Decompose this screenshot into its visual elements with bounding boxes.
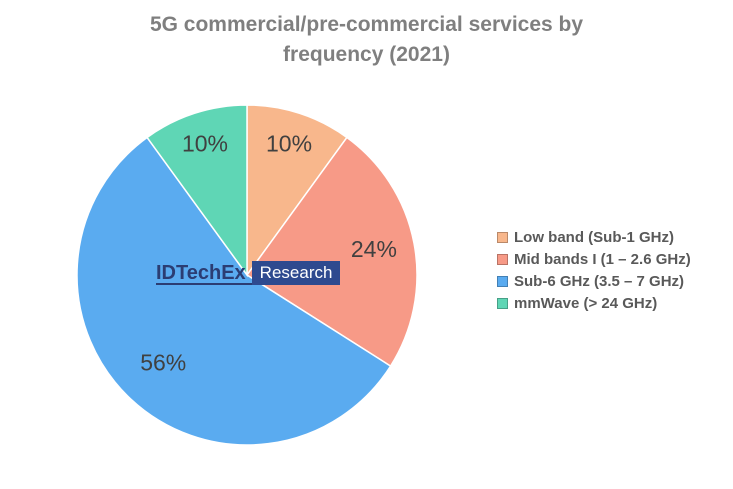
legend-item-sub-6ghz: Sub-6 GHz (3.5 – 7 GHz): [497, 270, 691, 292]
legend-swatch-mid-bands: [497, 253, 508, 265]
chart-title-line-2: frequency (2021): [283, 43, 450, 66]
chart-title: 5G commercial/pre-commercial services by…: [0, 10, 733, 70]
legend-swatch-low-band: [497, 231, 508, 243]
slice-label-sub-6ghz: 56%: [140, 349, 186, 375]
idtechex-watermark: IDTechEx Research: [156, 261, 341, 285]
legend-label-low-band: Low band (Sub-1 GHz): [514, 228, 674, 246]
legend-item-mid-bands: Mid bands I (1 – 2.6 GHz): [497, 248, 691, 270]
pie-slice-sub-6ghz: [76, 136, 392, 446]
legend-item-mmwave: mmWave (> 24 GHz): [497, 292, 691, 314]
legend-label-mmwave: mmWave (> 24 GHz): [514, 294, 658, 312]
slice-label-mmwave: 10%: [182, 131, 228, 157]
legend-item-low-band: Low band (Sub-1 GHz): [497, 226, 691, 248]
legend-swatch-mmwave: [497, 297, 508, 309]
chart-title-line-1: 5G commercial/pre-commercial services by: [149, 13, 584, 36]
pie-slice-low-band: [246, 104, 348, 278]
watermark-brand: IDTechEx: [156, 261, 252, 285]
pie-slice-mmwave: [146, 104, 248, 278]
slice-label-mid-bands: 24%: [351, 236, 397, 262]
watermark-research-label: Research: [251, 261, 341, 285]
pie-slice-mid-bands: [245, 136, 418, 368]
legend-label-mid-bands: Mid bands I (1 – 2.6 GHz): [514, 250, 691, 268]
chart-legend: Low band (Sub-1 GHz) Mid bands I (1 – 2.6…: [497, 226, 691, 314]
legend-label-sub-6ghz: Sub-6 GHz (3.5 – 7 GHz): [514, 272, 685, 290]
slice-label-low-band: 10%: [266, 131, 312, 157]
legend-swatch-sub-6ghz: [497, 275, 508, 287]
